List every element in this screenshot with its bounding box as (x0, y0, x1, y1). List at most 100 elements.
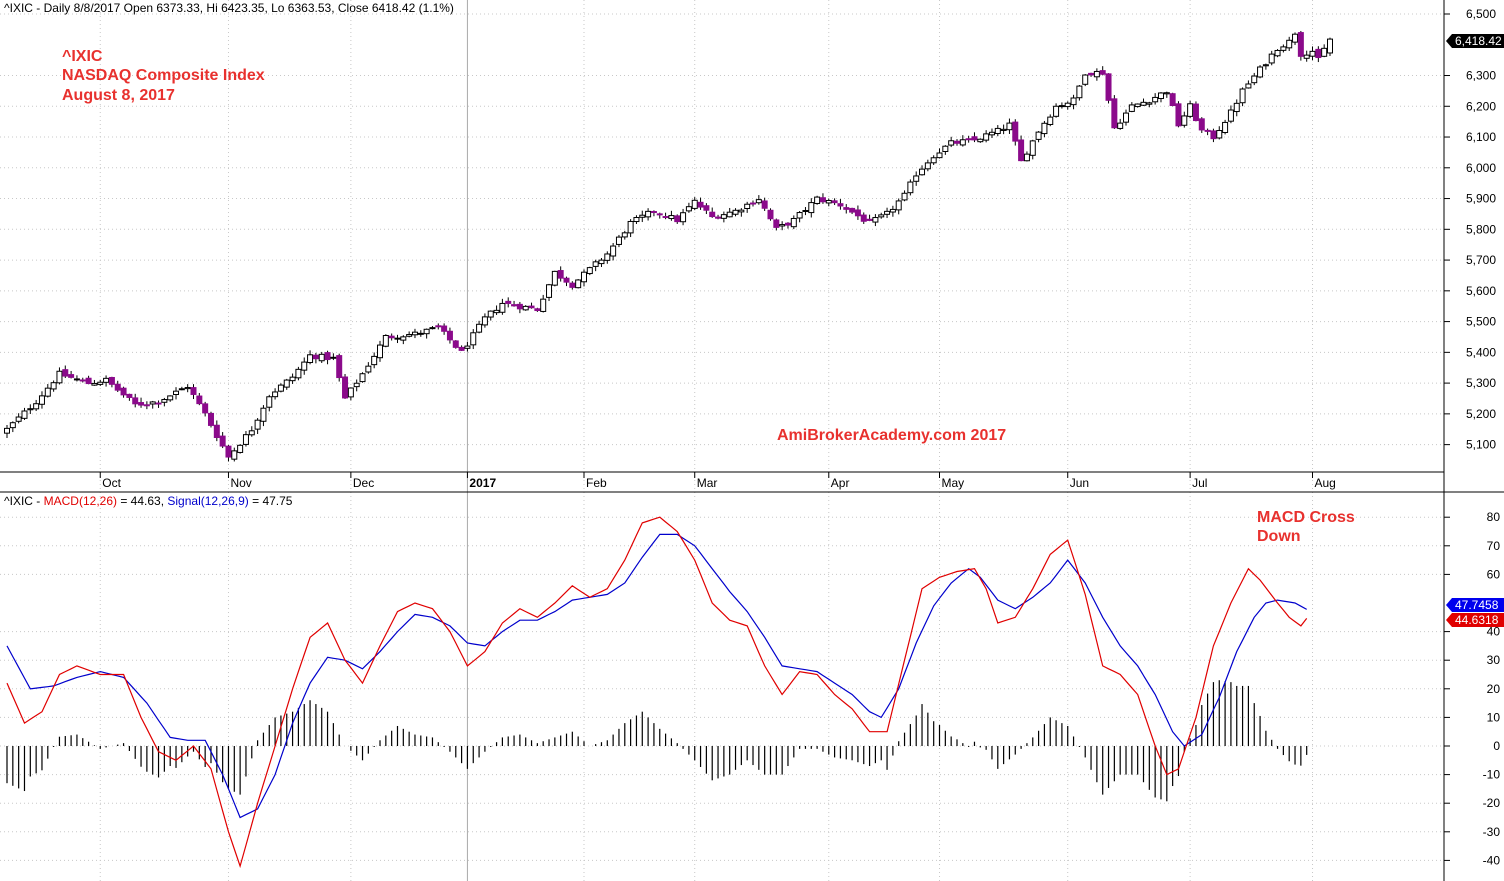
candle (242, 431, 249, 447)
candle (487, 310, 494, 321)
candle (703, 203, 710, 215)
candle-body (662, 216, 669, 219)
candle (312, 352, 319, 364)
candle (4, 425, 10, 439)
candle-body (639, 214, 646, 218)
candle-body (184, 387, 191, 390)
candle-body (1018, 139, 1025, 162)
candle-body (1257, 66, 1264, 78)
candle-body (866, 218, 873, 221)
candle (295, 366, 302, 381)
candle (155, 400, 162, 408)
candle-body (1169, 93, 1176, 107)
candle (1163, 91, 1170, 98)
candle (540, 294, 547, 313)
candle (85, 375, 92, 385)
candle-body (1058, 105, 1065, 108)
candle-body (324, 352, 331, 361)
macd-header-value: = 44.63, (117, 494, 167, 508)
candle (1140, 98, 1147, 106)
candle-body (97, 381, 104, 385)
candle-body (1198, 118, 1205, 131)
candle (808, 198, 815, 218)
candle (202, 401, 209, 417)
annotation-index-name: NASDAQ Composite Index (62, 67, 265, 84)
candle (347, 387, 354, 401)
candle (1076, 85, 1083, 101)
candle-body (715, 216, 722, 219)
candle-body (242, 434, 249, 445)
candle (9, 421, 16, 433)
candle-body (645, 210, 652, 218)
candle-body (289, 376, 296, 382)
candle-body (551, 270, 558, 286)
candle (837, 199, 844, 210)
candle-body (784, 222, 791, 226)
candle (825, 198, 832, 207)
candle-body (1070, 97, 1077, 106)
candle-body (598, 259, 605, 265)
candle (621, 230, 628, 240)
candle (627, 219, 634, 238)
candle (1192, 101, 1199, 122)
price-header: ^IXIC - Daily 8/8/2017 Open 6373.33, Hi … (4, 1, 454, 15)
candle-body (1303, 54, 1310, 59)
candle (441, 323, 448, 335)
candle (878, 212, 885, 219)
candle-body (248, 430, 255, 436)
candle (546, 283, 553, 302)
candle (773, 218, 780, 231)
month-label: Nov (230, 476, 251, 490)
candle-body (930, 157, 937, 164)
candle-body (837, 203, 844, 207)
candle-body (406, 334, 413, 337)
price-tick-label: 6,500 (1466, 7, 1496, 21)
candle-body (487, 310, 494, 318)
candle (219, 432, 226, 449)
candle (685, 202, 692, 213)
candle-body (1012, 121, 1019, 142)
candle (849, 207, 856, 215)
candle-body (860, 214, 867, 222)
last-macd-value: 44.6318 (1455, 613, 1499, 627)
candle (470, 329, 477, 350)
candle (108, 376, 115, 388)
candle-body (744, 203, 751, 209)
candle-body (394, 337, 401, 340)
candle-body (1239, 88, 1246, 104)
candle (196, 392, 203, 406)
candle-body (132, 397, 139, 405)
candle (149, 400, 156, 409)
candle-body (254, 419, 261, 430)
candle (207, 411, 214, 428)
candle (959, 135, 966, 147)
candle-body (85, 377, 92, 385)
candle (1262, 63, 1269, 70)
candle (557, 266, 564, 282)
candle (406, 331, 413, 338)
candle-body (633, 217, 640, 223)
candle (645, 208, 652, 221)
candle (1088, 72, 1095, 77)
candle (342, 373, 349, 399)
candle-body (15, 416, 22, 422)
macd-header-name: MACD(12,26) (44, 494, 117, 508)
candle (744, 201, 751, 213)
candle (1257, 65, 1264, 79)
candle-body (808, 202, 815, 214)
candle-body (1175, 103, 1182, 127)
candle-body (237, 444, 244, 453)
candle-body (1315, 48, 1322, 59)
candle (977, 138, 984, 143)
candle-body (691, 199, 698, 209)
candle (272, 388, 279, 400)
candle (860, 212, 867, 224)
candle-body (563, 277, 570, 283)
candle (802, 207, 809, 216)
candle-body (1163, 92, 1170, 95)
candle (563, 276, 570, 287)
candle-body (301, 361, 308, 371)
month-label: Oct (102, 476, 121, 490)
candle (948, 136, 955, 148)
candle-body (1280, 46, 1287, 51)
